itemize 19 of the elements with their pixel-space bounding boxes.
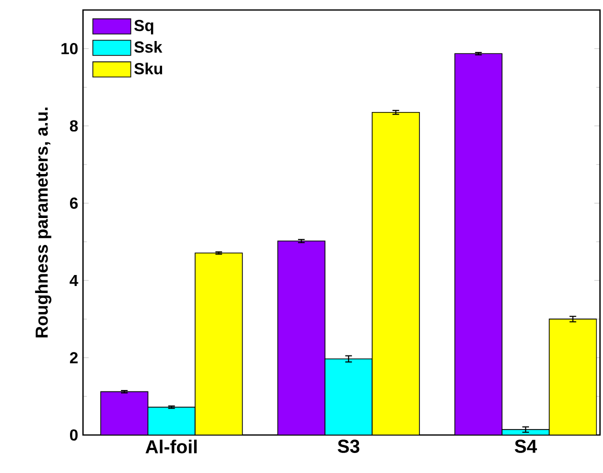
x-tick-label: S4 <box>514 440 537 453</box>
bar <box>454 53 502 435</box>
bar <box>502 429 550 435</box>
y-tick-label: 2 <box>70 352 78 364</box>
x-tick-label: S3 <box>338 440 360 453</box>
y-tick-label: 0 <box>70 429 78 441</box>
legend-label: Sku <box>134 62 162 74</box>
y-tick-label: 10 <box>62 42 78 54</box>
y-tick-label: 8 <box>70 120 78 132</box>
bar <box>324 358 373 435</box>
x-tick-label: Al-foil <box>146 440 197 454</box>
bar <box>148 406 196 435</box>
y-tick-label: 6 <box>70 198 78 209</box>
bar <box>100 391 148 435</box>
y-tick-label: 4 <box>70 274 78 286</box>
y-axis-title: Roughness parameters, a.u. <box>35 108 52 338</box>
legend-label: Sq <box>134 20 154 34</box>
legend-label: Ssk <box>134 41 162 53</box>
bar <box>277 240 326 435</box>
